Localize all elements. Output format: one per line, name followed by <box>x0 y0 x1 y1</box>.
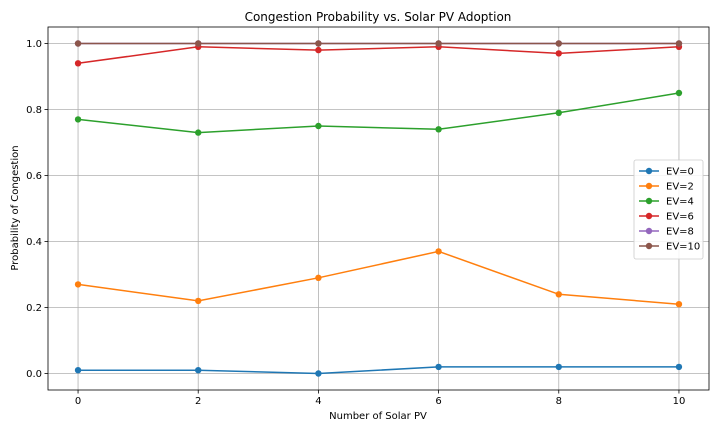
series-ev-2 <box>74 248 683 308</box>
data-point <box>555 363 562 371</box>
y-tick-label: 0.0 <box>26 369 42 380</box>
data-point <box>435 40 442 47</box>
legend-item: EV=4 <box>639 197 694 208</box>
series-ev-6 <box>74 43 683 67</box>
data-point <box>555 291 562 298</box>
data-point <box>74 40 82 47</box>
legend-marker <box>645 167 653 175</box>
data-point <box>195 129 202 136</box>
data-point <box>675 89 683 97</box>
data-point <box>675 301 683 308</box>
data-point <box>74 367 82 374</box>
legend: EV=0 EV=2 EV=4 EV=6 EV=8 EV=10 <box>633 159 704 260</box>
series-line <box>77 92 680 134</box>
series-line <box>77 46 679 65</box>
legend-label: EV=0 <box>666 167 694 178</box>
legend-label: EV=2 <box>666 182 694 193</box>
series-ev-10 <box>74 40 683 47</box>
data-point <box>435 248 442 255</box>
data-point <box>675 363 683 371</box>
legend-marker <box>645 197 653 205</box>
legend-label: EV=4 <box>666 197 694 208</box>
legend-marker <box>645 227 653 235</box>
legend-marker <box>645 182 653 190</box>
data-point <box>675 40 683 47</box>
data-point <box>195 40 202 47</box>
data-point <box>315 122 322 130</box>
legend-label: EV=10 <box>666 242 700 253</box>
x-tick-label: 2 <box>195 396 201 407</box>
chart-title: Congestion Probability vs. Solar PV Adop… <box>245 10 512 24</box>
data-point <box>74 60 82 67</box>
series-line <box>78 366 679 375</box>
data-point <box>315 274 322 281</box>
data-point <box>315 46 322 54</box>
legend-item: EV=6 <box>639 212 694 223</box>
data-point <box>435 126 442 133</box>
x-tick-label: 10 <box>673 396 686 407</box>
series-ev-4 <box>74 89 683 136</box>
data-point <box>315 370 322 377</box>
y-axis-label: Probability of Congestion <box>10 145 21 270</box>
x-tick-label: 8 <box>556 396 562 407</box>
data-point <box>435 363 442 371</box>
grid <box>48 27 709 390</box>
x-tick-label: 0 <box>75 396 81 407</box>
y-tick-label: 0.4 <box>26 237 42 248</box>
data-point <box>195 297 202 305</box>
x-axis-label: Number of Solar PV <box>329 411 427 422</box>
y-tick-label: 1.0 <box>26 39 42 50</box>
data-point <box>74 116 82 123</box>
plot-frame <box>47 26 710 391</box>
legend-marker <box>645 242 653 250</box>
series-line <box>77 250 680 305</box>
data-point <box>555 109 562 117</box>
axis-ticks: 0 2 4 6 8 10 0.0 0.2 0.4 0.6 0.8 1.0 <box>26 39 685 407</box>
data-point <box>555 40 562 47</box>
y-tick-label: 0.6 <box>26 171 42 182</box>
data-point <box>195 367 202 374</box>
legend-item: EV=0 <box>639 167 694 178</box>
legend-item: EV=8 <box>639 227 694 238</box>
data-point <box>74 281 82 288</box>
legend-label: EV=6 <box>666 212 694 223</box>
legend-marker <box>645 212 653 220</box>
legend-item: EV=10 <box>639 242 700 253</box>
legend-item: EV=2 <box>639 182 694 193</box>
data-point <box>315 40 322 47</box>
data-point <box>555 50 562 57</box>
series-layer <box>74 40 683 377</box>
y-tick-label: 0.2 <box>26 303 42 314</box>
legend-label: EV=8 <box>666 227 694 238</box>
y-tick-label: 0.8 <box>26 105 42 116</box>
x-tick-label: 6 <box>435 396 441 407</box>
series-ev-0 <box>74 363 683 377</box>
x-tick-label: 4 <box>315 396 321 407</box>
